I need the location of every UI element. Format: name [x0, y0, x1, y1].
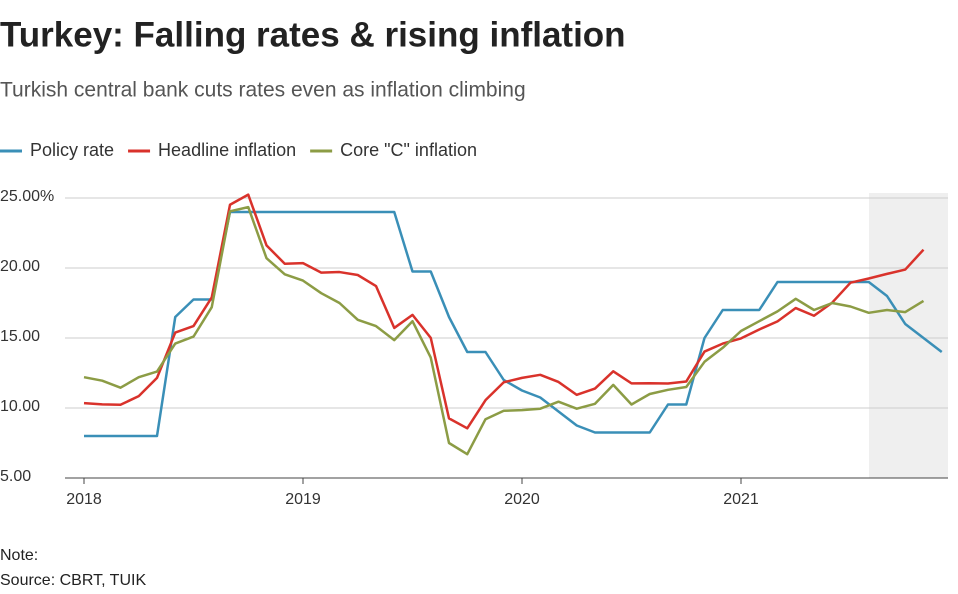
x-tick-label: 2018	[66, 491, 102, 508]
y-tick-label: 10.00	[0, 398, 40, 415]
grid: 5.00 10.00 15.00 20.00 25.00% 2018 2019 2020 202…	[0, 188, 948, 508]
y-tick-label: 15.00	[0, 328, 40, 345]
note: Note:	[0, 547, 38, 564]
source: Source: CBRT, TUIK	[0, 572, 146, 589]
lines	[83, 193, 943, 456]
legend: Policy rate Headline inflation Core "C" in…	[0, 140, 477, 160]
legend-label: Core "C" inflation	[340, 140, 477, 160]
legend-label: Headline inflation	[158, 140, 296, 160]
chart-subtitle: Turkish central bank cuts rates even as …	[0, 79, 526, 102]
x-tick-label: 2021	[723, 491, 759, 508]
chart-title: Turkey: Falling rates & rising inflation	[0, 15, 626, 54]
y-tick-label: 20.00	[0, 258, 40, 275]
x-tick-label: 2019	[285, 491, 321, 508]
legend-label: Policy rate	[30, 140, 114, 160]
highlight-region	[869, 193, 948, 478]
series-line	[83, 193, 925, 430]
y-tick-label: 5.00	[0, 468, 31, 485]
series-line	[83, 205, 925, 456]
y-tick-label: 25.00%	[0, 188, 54, 205]
x-tick-label: 2020	[504, 491, 540, 508]
series-line	[84, 210, 943, 438]
